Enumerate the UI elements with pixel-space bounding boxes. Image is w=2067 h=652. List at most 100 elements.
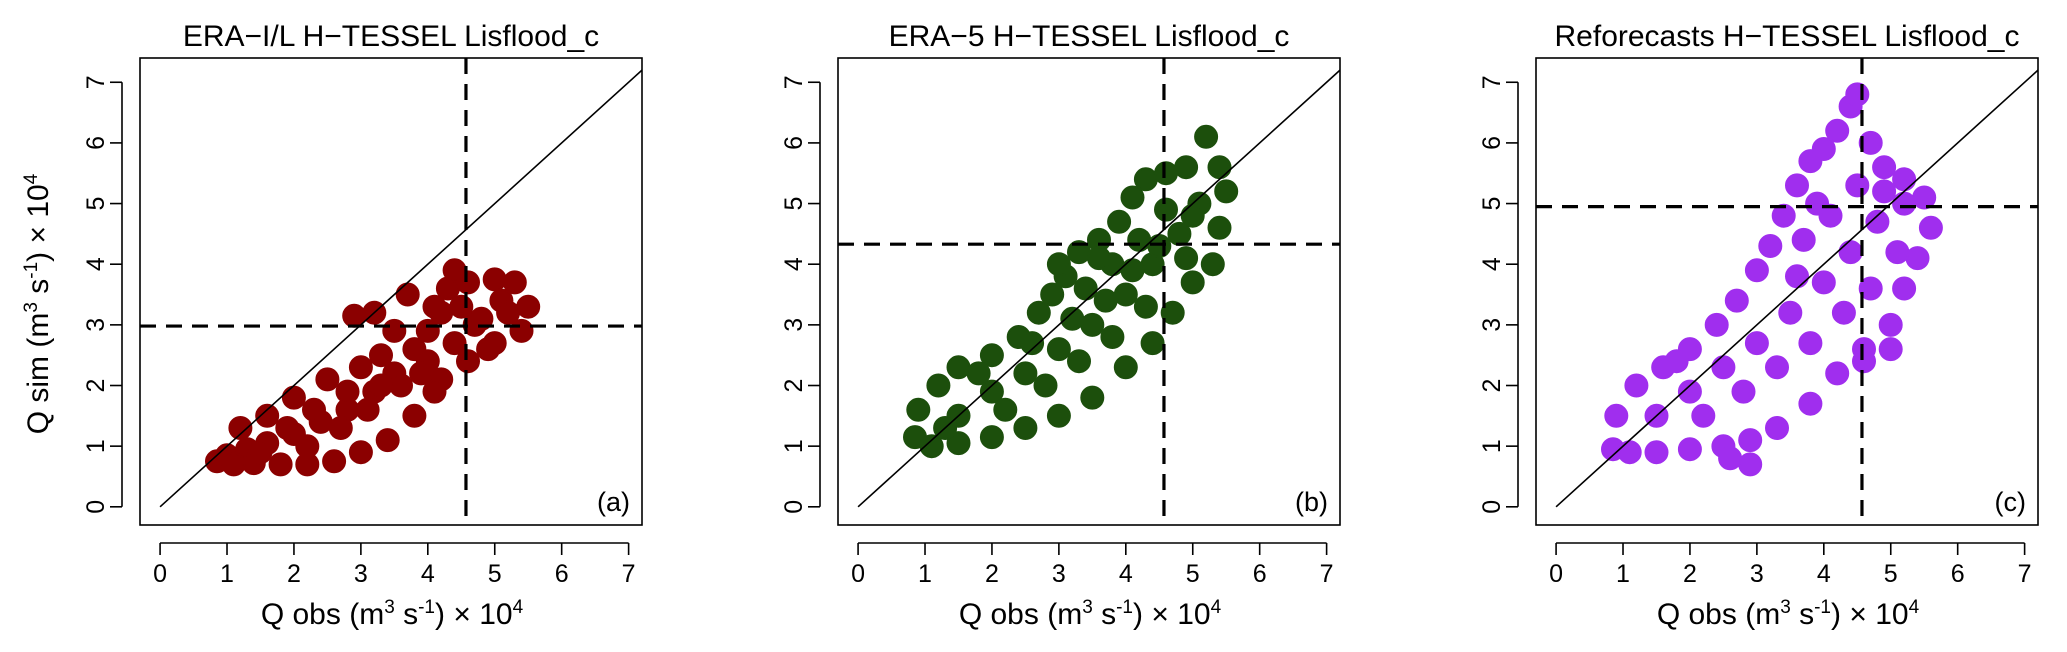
point-a-53 [335,379,360,404]
point-a-51 [275,416,300,440]
point-b-52 [1093,288,1118,313]
point-b-56 [1046,252,1071,277]
point-c-30 [1677,437,1702,462]
point-c-49 [1731,379,1756,404]
x-tick-label-c-4: 4 [1817,560,1831,588]
point-b-34 [1046,337,1071,362]
y-tick-label-a-7: 7 [82,75,110,89]
y-tick-label-a-1: 1 [82,439,110,453]
point-b-24 [1113,355,1138,380]
x-tick-label-c-7: 7 [2018,560,2032,588]
x-tick-label-a-5: 5 [488,560,502,588]
point-b-32 [979,379,1004,404]
point-b-40 [1073,276,1098,301]
point-c-47 [1872,179,1897,204]
point-c-39 [1778,300,1803,325]
point-c-54 [1885,240,1910,265]
point-c-8 [1758,234,1783,258]
point-c-6 [1724,288,1749,313]
point-c-37 [1711,355,1736,380]
point-a-36 [382,318,407,343]
y-tick-label-b-4: 4 [780,257,808,271]
point-b-50 [1020,331,1045,356]
y-tick-label-a-5: 5 [82,197,110,211]
point-b-23 [1140,331,1165,356]
point-b-33 [1013,361,1038,386]
point-a-54 [369,373,393,398]
point-c-22 [1892,276,1917,301]
y-tick-label-a-0: 0 [82,500,110,514]
point-b-26 [1046,403,1071,428]
y-axis-label: Q sim (m3 s-1) × 104 [21,173,55,434]
point-a-31 [255,403,280,428]
point-b-2 [926,373,951,398]
point-a-57 [496,300,521,325]
point-b-13 [1133,167,1158,192]
point-a-20 [456,349,480,374]
x-tick-label-a-3: 3 [354,560,368,588]
point-a-24 [348,440,373,465]
point-c-32 [1617,440,1642,465]
point-a-45 [355,397,380,422]
point-a-33 [315,367,340,392]
panel-c: Reforecasts H−TESSEL Lisflood_c 0 0 1 1 2 2 3 3 4… [1478,20,2039,588]
one-to-one-line-a [159,69,642,508]
x-tick-label-c-3: 3 [1750,560,1764,588]
point-a-48 [442,331,467,356]
scatter-points-b [903,124,1239,459]
point-b-19 [1207,215,1232,240]
panel-a: ERA−I/L H−TESSEL Lisflood_c 0 0 1 1 2 2 3 3 4 4 5 5 6… [82,20,643,588]
point-a-14 [456,270,480,295]
point-b-51 [1060,306,1085,331]
chart-title-a: ERA−I/L H−TESSEL Lisflood_c [183,20,599,53]
point-a-52 [302,397,326,422]
point-a-59 [422,379,447,404]
x-axis-label-a: Q obs (m3 s-1) × 104 [261,597,524,631]
y-tick-label-c-3: 3 [1478,318,1506,332]
point-a-58 [476,337,501,362]
x-tick-label-a-1: 1 [220,560,234,588]
point-c-48 [1691,403,1716,428]
x-tick-label-c-5: 5 [1884,560,1898,588]
scatter-points-c [1601,82,1943,477]
point-c-15 [1845,82,1870,107]
one-to-one-line-b [857,69,1340,508]
point-c-9 [1771,203,1796,228]
scatter-points-a [205,258,541,477]
point-a-44 [328,416,353,440]
point-c-36 [1677,379,1702,404]
point-b-7 [1040,282,1065,307]
point-c-55 [1852,349,1876,374]
point-b-45 [1033,373,1058,398]
plot-frame-c [1535,57,2039,526]
point-b-58 [966,361,991,386]
x-axis-label-b: Q obs (m3 s-1) × 104 [959,597,1222,631]
panel-label-c: (c) [1995,487,2026,517]
y-tick-label-a-4: 4 [82,257,110,271]
point-c-20 [1918,215,1943,240]
point-c-34 [1718,446,1743,471]
point-c-25 [1825,361,1850,386]
point-c-56 [1878,337,1903,362]
point-b-12 [1120,185,1145,210]
point-b-49 [1174,246,1199,271]
point-b-29 [946,431,971,456]
point-c-44 [1791,227,1816,252]
chart-title-b: ERA−5 H−TESSEL Lisflood_c [889,20,1290,53]
y-tick-label-b-1: 1 [780,439,808,453]
x-tick-label-b-3: 3 [1052,560,1066,588]
x-tick-label-c-2: 2 [1683,560,1697,588]
point-b-46 [1067,349,1091,374]
point-a-30 [228,416,253,440]
plot-frame-a [139,57,643,526]
x-tick-label-b-7: 7 [1320,560,1334,588]
x-tick-label-c-6: 6 [1951,560,1965,588]
point-b-54 [1147,234,1172,258]
point-b-17 [1207,155,1232,180]
point-c-40 [1811,270,1836,295]
point-b-18 [1214,179,1239,204]
point-c-38 [1744,331,1769,356]
y-tick-label-b-7: 7 [780,75,808,89]
point-b-25 [1080,385,1105,410]
point-b-57 [1087,246,1111,271]
